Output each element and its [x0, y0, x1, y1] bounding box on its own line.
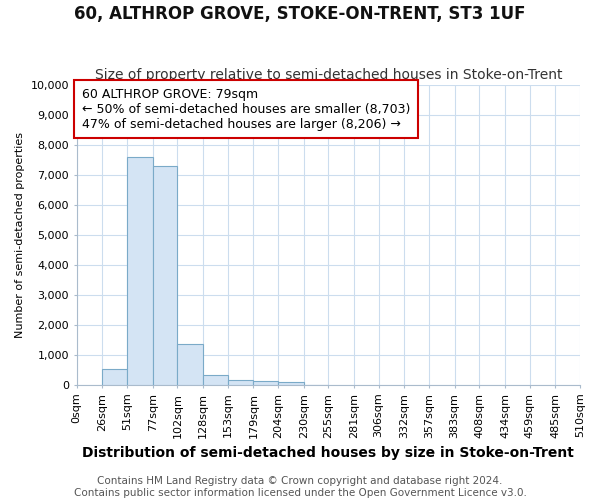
Text: 60, ALTHROP GROVE, STOKE-ON-TRENT, ST3 1UF: 60, ALTHROP GROVE, STOKE-ON-TRENT, ST3 1…	[74, 5, 526, 23]
Bar	[103, 368, 127, 385]
Y-axis label: Number of semi-detached properties: Number of semi-detached properties	[15, 132, 25, 338]
Text: 60 ALTHROP GROVE: 79sqm
← 50% of semi-detached houses are smaller (8,703)
47% of: 60 ALTHROP GROVE: 79sqm ← 50% of semi-de…	[82, 88, 410, 130]
X-axis label: Distribution of semi-detached houses by size in Stoke-on-Trent: Distribution of semi-detached houses by …	[82, 446, 574, 460]
Bar	[203, 374, 227, 385]
Bar	[127, 156, 152, 385]
Bar	[178, 344, 203, 385]
Bar	[152, 166, 178, 385]
Title: Size of property relative to semi-detached houses in Stoke-on-Trent: Size of property relative to semi-detach…	[95, 68, 562, 82]
Bar	[227, 380, 253, 385]
Text: Contains HM Land Registry data © Crown copyright and database right 2024.
Contai: Contains HM Land Registry data © Crown c…	[74, 476, 526, 498]
Bar	[278, 382, 304, 385]
Bar	[253, 382, 278, 385]
